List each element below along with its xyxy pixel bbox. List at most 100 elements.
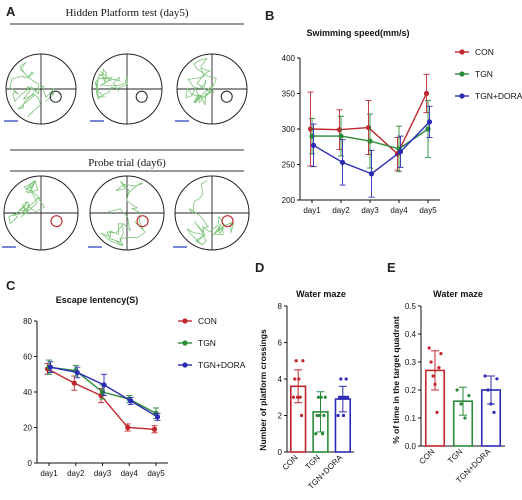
chart-c-plot: 0 20 40 60 80 day1 day2 day3 day4 day5 CON TGN TGN+D… — [23, 316, 246, 478]
chart-d-datapoint-2-4 — [341, 413, 346, 418]
chart-e-ytick-label-4: 0.4 — [405, 330, 417, 339]
chart-e-datapoint-2-2 — [489, 402, 493, 406]
chart-c-legend-label-0: CON — [198, 316, 217, 326]
platform-marker-bottom-0 — [50, 215, 63, 228]
chart-d-datapoint-1-1 — [315, 413, 319, 418]
panel-a-title-bottom: Probe trial (day6) — [88, 157, 166, 169]
swim-path-top-0 — [9, 61, 56, 118]
chart-b-legend-label-0: CON — [475, 47, 494, 57]
chart-d-datapoint-0-2 — [294, 359, 298, 363]
chart-c-point-2-2 — [101, 382, 107, 388]
chart-d-title: Water maze — [296, 289, 346, 299]
panel-d-label: D — [255, 260, 264, 275]
panel-e-label: E — [387, 260, 396, 275]
chart-c-ytick-label-1: 20 — [23, 424, 32, 433]
chart-c-legend-marker-2 — [182, 362, 188, 368]
maze-row-hidden-platform — [4, 53, 248, 125]
chart-c-ytick-label-0: 0 — [28, 459, 33, 468]
chart-e-ytick-label-1: 0.1 — [405, 414, 417, 423]
chart-b-plot: 200 250 300 350 400 day1 day2 day3 day4 day5 CON TG… — [282, 47, 522, 215]
chart-b-legend-marker-2 — [459, 93, 465, 99]
chart-b-xtick-label-4: day5 — [419, 206, 437, 215]
chart-c-xtick-label-1: day2 — [67, 469, 85, 478]
chart-d-datapoint-2-2 — [339, 377, 343, 381]
chart-b-point-2-3 — [397, 149, 404, 155]
swim-path-bottom-1 — [101, 180, 146, 247]
platform-marker-bottom-2 — [221, 215, 234, 228]
platform-marker-bottom-1 — [136, 215, 149, 228]
panel-a-label: A — [6, 4, 16, 19]
chart-d-datapoint-0-7 — [301, 359, 305, 363]
chart-c-xtick-label-2: day3 — [94, 469, 112, 478]
platform-marker-top-1 — [135, 90, 148, 103]
chart-b-point-2-4 — [426, 119, 433, 125]
chart-d-datapoint-0-4 — [297, 377, 301, 381]
chart-c-point-2-3 — [128, 398, 134, 404]
chart-e-ytick-label-0: 0.0 — [405, 442, 417, 451]
chart-b-xtick-label-1: day2 — [332, 206, 350, 215]
chart-b-ytick-label-1: 250 — [282, 161, 296, 170]
chart-c-ytick-label-4: 80 — [23, 317, 32, 326]
platform-marker-top-2 — [220, 90, 233, 103]
chart-d-xtick-label-1: TGN — [304, 453, 322, 471]
chart-e-ylabel: % of time in the target quadrant — [391, 316, 401, 444]
panel-b: B Swimming speed(mm/s) 200 250 300 350 400 da… — [265, 8, 522, 215]
chart-e-datapoint-0-5 — [437, 366, 441, 370]
chart-d-datapoint-1-7 — [323, 395, 327, 399]
chart-b-point-0-4 — [423, 90, 430, 97]
maze-scale-mark-bottom-2 — [173, 246, 187, 248]
chart-d-ylabel: Number of platform crossings — [258, 329, 268, 451]
chart-d-datapoint-2-3 — [340, 395, 344, 399]
chart-d-xtick-label-0: CON — [281, 453, 300, 472]
chart-d-datapoint-2-6 — [344, 377, 348, 381]
panel-c: C Escape lentency(S) 0 20 40 60 80 day1 day2 da… — [6, 278, 246, 478]
chart-d-ytick-label-2: 4 — [278, 375, 283, 384]
swim-path-top-1 — [94, 68, 128, 100]
chart-e-datapoint-0-4 — [435, 410, 439, 414]
chart-e-title: Water maze — [433, 289, 483, 299]
panel-e: E Water maze % of time in the target qua… — [387, 260, 505, 485]
chart-d-ytick-label-0: 0 — [278, 448, 283, 457]
chart-b-ytick-label-0: 200 — [282, 196, 296, 205]
chart-c-legend-label-2: TGN+DORA — [198, 360, 246, 370]
chart-e-datapoint-2-4 — [495, 377, 499, 381]
chart-d-ytick-label-1: 2 — [278, 412, 283, 421]
chart-c-xtick-label-0: day1 — [40, 469, 58, 478]
panel-d: D Water maze Number of platform crossing… — [255, 260, 354, 491]
chart-c-legend-label-1: TGN — [198, 338, 216, 348]
chart-d-datapoint-0-1 — [293, 377, 297, 381]
chart-d-datapoint-1-2 — [316, 395, 321, 399]
chart-d-datapoint-0-0 — [291, 395, 296, 399]
chart-c-ytick-label-3: 60 — [23, 353, 32, 362]
chart-c-point-2-0 — [47, 364, 54, 370]
chart-b-title: Swimming speed(mm/s) — [306, 28, 409, 38]
chart-b-xtick-label-3: day4 — [390, 206, 408, 215]
chart-c-legend-marker-1 — [182, 340, 188, 346]
chart-b-legend-label-1: TGN — [475, 69, 493, 79]
chart-e-datapoint-2-0 — [483, 374, 487, 378]
chart-b-point-2-1 — [339, 159, 346, 165]
chart-b-point-1-2 — [367, 138, 373, 144]
panel-c-label: C — [6, 278, 16, 293]
chart-b-ytick-label-4: 400 — [282, 54, 296, 63]
chart-c-point-0-1 — [71, 380, 77, 386]
chart-c-legend-marker-0 — [182, 318, 188, 324]
chart-c-point-0-3 — [125, 424, 131, 431]
chart-b-point-2-0 — [310, 142, 317, 148]
chart-b-ytick-label-2: 300 — [282, 125, 296, 134]
chart-d-datapoint-2-1 — [337, 395, 342, 399]
chart-b-legend-label-2: TGN+DORA — [475, 91, 522, 101]
chart-d-ytick-label-3: 6 — [278, 339, 283, 348]
panel-a: A Hidden Platform test (day5) Probe tria… — [2, 4, 250, 251]
swim-path-bottom-2 — [186, 180, 235, 246]
chart-b-xtick-label-2: day3 — [361, 206, 379, 215]
maze-scale-mark-top-1 — [90, 120, 104, 122]
chart-e-xtick-label-0: CON — [417, 447, 436, 466]
chart-e-ytick-label-5: 0.5 — [405, 302, 417, 311]
chart-e-datapoint-1-0 — [455, 388, 459, 392]
chart-e-datapoint-0-0 — [427, 346, 431, 350]
chart-d-datapoint-0-6 — [299, 413, 304, 418]
